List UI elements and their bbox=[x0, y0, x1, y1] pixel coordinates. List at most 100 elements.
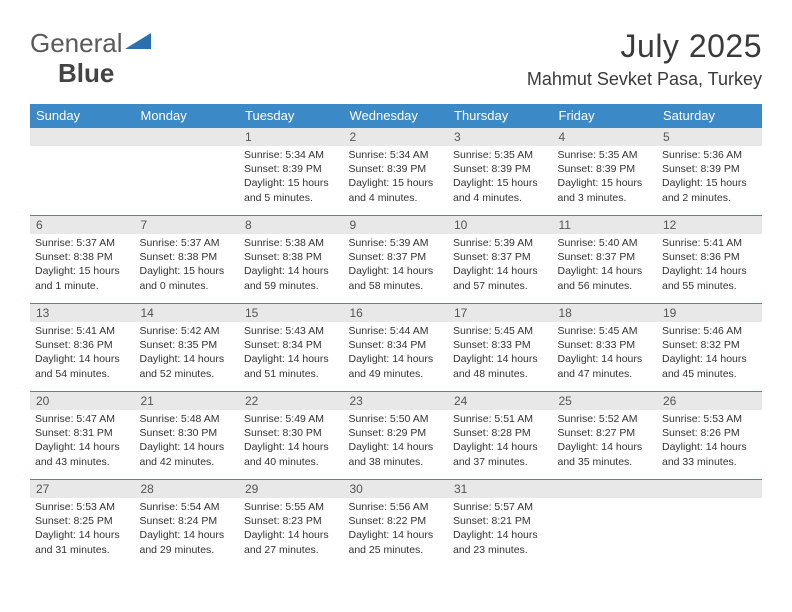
sunset-text: Sunset: 8:34 PM bbox=[244, 338, 339, 352]
day-details: Sunrise: 5:36 AMSunset: 8:39 PMDaylight:… bbox=[657, 146, 762, 211]
sunrise-text: Sunrise: 5:36 AM bbox=[662, 148, 757, 162]
day-details: Sunrise: 5:55 AMSunset: 8:23 PMDaylight:… bbox=[239, 498, 344, 563]
sunrise-text: Sunrise: 5:39 AM bbox=[349, 236, 444, 250]
day-number: 14 bbox=[135, 303, 240, 322]
day-cell: 11Sunrise: 5:40 AMSunset: 8:37 PMDayligh… bbox=[553, 215, 658, 303]
weeks-container: 1Sunrise: 5:34 AMSunset: 8:39 PMDaylight… bbox=[30, 127, 762, 567]
sunrise-text: Sunrise: 5:45 AM bbox=[453, 324, 548, 338]
day-cell: 15Sunrise: 5:43 AMSunset: 8:34 PMDayligh… bbox=[239, 303, 344, 391]
day-number: 27 bbox=[30, 479, 135, 498]
daylight-text: Daylight: 14 hours and 56 minutes. bbox=[558, 264, 653, 292]
daylight-text: Daylight: 14 hours and 42 minutes. bbox=[140, 440, 235, 468]
day-details: Sunrise: 5:40 AMSunset: 8:37 PMDaylight:… bbox=[553, 234, 658, 299]
day-details: Sunrise: 5:35 AMSunset: 8:39 PMDaylight:… bbox=[448, 146, 553, 211]
day-cell: 18Sunrise: 5:45 AMSunset: 8:33 PMDayligh… bbox=[553, 303, 658, 391]
sunrise-text: Sunrise: 5:39 AM bbox=[453, 236, 548, 250]
day-details: Sunrise: 5:35 AMSunset: 8:39 PMDaylight:… bbox=[553, 146, 658, 211]
brand-logo: General bbox=[30, 28, 151, 59]
sunrise-text: Sunrise: 5:57 AM bbox=[453, 500, 548, 514]
daylight-text: Daylight: 14 hours and 25 minutes. bbox=[349, 528, 444, 556]
day-number bbox=[553, 479, 658, 498]
day-number bbox=[657, 479, 762, 498]
day-cell: 8Sunrise: 5:38 AMSunset: 8:38 PMDaylight… bbox=[239, 215, 344, 303]
sunset-text: Sunset: 8:23 PM bbox=[244, 514, 339, 528]
day-cell: 27Sunrise: 5:53 AMSunset: 8:25 PMDayligh… bbox=[30, 479, 135, 567]
sunset-text: Sunset: 8:24 PM bbox=[140, 514, 235, 528]
day-cell: 22Sunrise: 5:49 AMSunset: 8:30 PMDayligh… bbox=[239, 391, 344, 479]
day-details: Sunrise: 5:39 AMSunset: 8:37 PMDaylight:… bbox=[344, 234, 449, 299]
daylight-text: Daylight: 14 hours and 31 minutes. bbox=[35, 528, 130, 556]
day-cell: 7Sunrise: 5:37 AMSunset: 8:38 PMDaylight… bbox=[135, 215, 240, 303]
day-details: Sunrise: 5:44 AMSunset: 8:34 PMDaylight:… bbox=[344, 322, 449, 387]
sunrise-text: Sunrise: 5:56 AM bbox=[349, 500, 444, 514]
sunset-text: Sunset: 8:25 PM bbox=[35, 514, 130, 528]
day-details: Sunrise: 5:39 AMSunset: 8:37 PMDaylight:… bbox=[448, 234, 553, 299]
day-cell: 1Sunrise: 5:34 AMSunset: 8:39 PMDaylight… bbox=[239, 127, 344, 215]
sunrise-text: Sunrise: 5:38 AM bbox=[244, 236, 339, 250]
week-row: 27Sunrise: 5:53 AMSunset: 8:25 PMDayligh… bbox=[30, 479, 762, 567]
day-cell: 16Sunrise: 5:44 AMSunset: 8:34 PMDayligh… bbox=[344, 303, 449, 391]
sunset-text: Sunset: 8:36 PM bbox=[662, 250, 757, 264]
day-number: 21 bbox=[135, 391, 240, 410]
day-header-monday: Monday bbox=[135, 104, 240, 127]
sunset-text: Sunset: 8:27 PM bbox=[558, 426, 653, 440]
day-cell: 23Sunrise: 5:50 AMSunset: 8:29 PMDayligh… bbox=[344, 391, 449, 479]
day-header-thursday: Thursday bbox=[448, 104, 553, 127]
day-header-tuesday: Tuesday bbox=[239, 104, 344, 127]
sunset-text: Sunset: 8:39 PM bbox=[558, 162, 653, 176]
daylight-text: Daylight: 14 hours and 37 minutes. bbox=[453, 440, 548, 468]
day-number: 6 bbox=[30, 215, 135, 234]
sunset-text: Sunset: 8:39 PM bbox=[349, 162, 444, 176]
day-header-wednesday: Wednesday bbox=[344, 104, 449, 127]
day-cell: 29Sunrise: 5:55 AMSunset: 8:23 PMDayligh… bbox=[239, 479, 344, 567]
sunset-text: Sunset: 8:31 PM bbox=[35, 426, 130, 440]
daylight-text: Daylight: 15 hours and 3 minutes. bbox=[558, 176, 653, 204]
day-number: 28 bbox=[135, 479, 240, 498]
day-cell: 17Sunrise: 5:45 AMSunset: 8:33 PMDayligh… bbox=[448, 303, 553, 391]
day-header-row: Sunday Monday Tuesday Wednesday Thursday… bbox=[30, 104, 762, 127]
day-cell: 28Sunrise: 5:54 AMSunset: 8:24 PMDayligh… bbox=[135, 479, 240, 567]
day-cell bbox=[135, 127, 240, 215]
day-number: 13 bbox=[30, 303, 135, 322]
day-number: 22 bbox=[239, 391, 344, 410]
day-details: Sunrise: 5:37 AMSunset: 8:38 PMDaylight:… bbox=[30, 234, 135, 299]
daylight-text: Daylight: 14 hours and 27 minutes. bbox=[244, 528, 339, 556]
day-details: Sunrise: 5:41 AMSunset: 8:36 PMDaylight:… bbox=[657, 234, 762, 299]
day-number: 15 bbox=[239, 303, 344, 322]
day-number: 24 bbox=[448, 391, 553, 410]
sunrise-text: Sunrise: 5:52 AM bbox=[558, 412, 653, 426]
week-row: 20Sunrise: 5:47 AMSunset: 8:31 PMDayligh… bbox=[30, 391, 762, 479]
day-number: 30 bbox=[344, 479, 449, 498]
day-cell bbox=[30, 127, 135, 215]
sunset-text: Sunset: 8:21 PM bbox=[453, 514, 548, 528]
sunset-text: Sunset: 8:39 PM bbox=[453, 162, 548, 176]
day-number: 20 bbox=[30, 391, 135, 410]
day-cell: 5Sunrise: 5:36 AMSunset: 8:39 PMDaylight… bbox=[657, 127, 762, 215]
daylight-text: Daylight: 14 hours and 38 minutes. bbox=[349, 440, 444, 468]
day-number: 17 bbox=[448, 303, 553, 322]
sunrise-text: Sunrise: 5:37 AM bbox=[140, 236, 235, 250]
sunrise-text: Sunrise: 5:43 AM bbox=[244, 324, 339, 338]
day-details: Sunrise: 5:42 AMSunset: 8:35 PMDaylight:… bbox=[135, 322, 240, 387]
day-details: Sunrise: 5:56 AMSunset: 8:22 PMDaylight:… bbox=[344, 498, 449, 563]
daylight-text: Daylight: 14 hours and 52 minutes. bbox=[140, 352, 235, 380]
sunrise-text: Sunrise: 5:37 AM bbox=[35, 236, 130, 250]
sunset-text: Sunset: 8:38 PM bbox=[140, 250, 235, 264]
day-details: Sunrise: 5:48 AMSunset: 8:30 PMDaylight:… bbox=[135, 410, 240, 475]
week-row: 13Sunrise: 5:41 AMSunset: 8:36 PMDayligh… bbox=[30, 303, 762, 391]
sunset-text: Sunset: 8:36 PM bbox=[35, 338, 130, 352]
sunset-text: Sunset: 8:33 PM bbox=[453, 338, 548, 352]
daylight-text: Daylight: 14 hours and 33 minutes. bbox=[662, 440, 757, 468]
day-cell: 24Sunrise: 5:51 AMSunset: 8:28 PMDayligh… bbox=[448, 391, 553, 479]
day-details: Sunrise: 5:34 AMSunset: 8:39 PMDaylight:… bbox=[239, 146, 344, 211]
day-header-sunday: Sunday bbox=[30, 104, 135, 127]
daylight-text: Daylight: 15 hours and 5 minutes. bbox=[244, 176, 339, 204]
day-number: 8 bbox=[239, 215, 344, 234]
title-area: July 2025 Mahmut Sevket Pasa, Turkey bbox=[527, 28, 762, 90]
sunset-text: Sunset: 8:39 PM bbox=[662, 162, 757, 176]
day-number: 12 bbox=[657, 215, 762, 234]
day-number: 26 bbox=[657, 391, 762, 410]
day-number bbox=[135, 127, 240, 146]
location-label: Mahmut Sevket Pasa, Turkey bbox=[527, 69, 762, 90]
sunrise-text: Sunrise: 5:46 AM bbox=[662, 324, 757, 338]
